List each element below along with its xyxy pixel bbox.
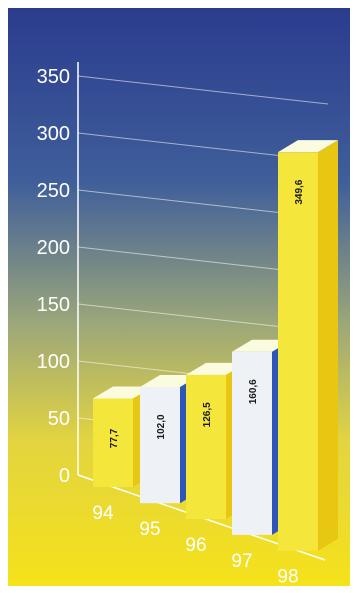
x-tick-label: 98 [277, 567, 298, 588]
bar-top [278, 140, 338, 153]
x-tick-labels: 94 95 96 97 98 [92, 503, 298, 588]
bar-front [278, 152, 318, 551]
y-tick-label: 100 [37, 351, 70, 373]
bar-front [186, 374, 226, 520]
bar-top [232, 339, 292, 352]
bar-top [186, 362, 246, 375]
value-label: 77,7 [109, 428, 120, 448]
y-tick-label: 300 [37, 123, 70, 145]
x-tick-label: 97 [231, 551, 252, 572]
value-label: 160,6 [248, 379, 259, 404]
x-tick-label: 94 [92, 503, 114, 524]
y-tick-label: 150 [37, 294, 70, 316]
bar-side [318, 140, 338, 551]
bar-front [93, 398, 133, 488]
y-tick-label: 200 [37, 237, 70, 259]
bar-top [93, 386, 153, 399]
x-tick-label: 96 [185, 535, 206, 556]
x-tick-label: 95 [139, 519, 160, 540]
value-label: 126,5 [202, 402, 213, 427]
value-label: 102,0 [156, 414, 167, 439]
y-tick-label: 350 [37, 66, 70, 88]
y-tick-label: 250 [37, 180, 70, 202]
y-tick-label: 50 [48, 408, 70, 430]
bars: 77,7 102,0 126,5 160,6 349,6 [93, 140, 338, 551]
bar-98: 349,6 [278, 140, 338, 551]
y-tick-label: 0 [59, 465, 70, 487]
bar-top [140, 374, 200, 387]
bar-front [140, 386, 180, 504]
gridline [77, 75, 329, 105]
y-tick-labels: 0 50 100 150 200 250 300 350 [37, 66, 70, 487]
value-label: 349,6 [294, 179, 305, 204]
bar-front [232, 351, 272, 535]
